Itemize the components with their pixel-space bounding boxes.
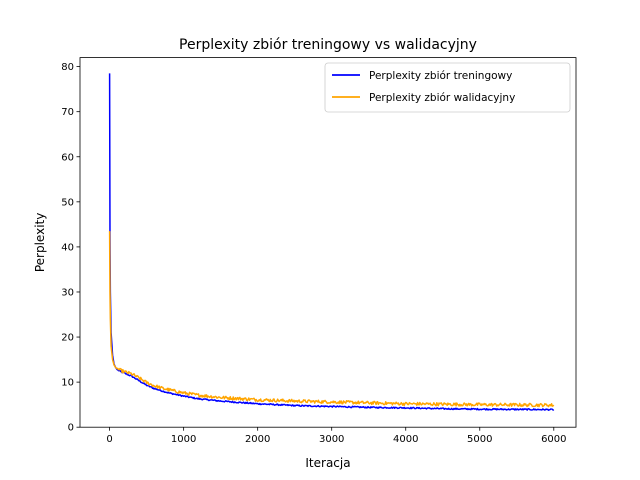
plot-frame — [79, 57, 577, 428]
legend-label-train: Perplexity zbiór treningowy — [369, 70, 512, 82]
legend-box — [324, 62, 571, 113]
x-tick-label: 0 — [106, 434, 112, 445]
x-tick-label: 1000 — [171, 434, 196, 445]
y-tick-label: 10 — [61, 378, 74, 389]
y-tick-label: 40 — [61, 242, 74, 253]
y-tick-label: 60 — [61, 152, 74, 163]
series-layer — [108, 73, 555, 411]
chart-title: Perplexity zbiór treningowy vs walidacyj… — [179, 37, 477, 53]
legend: Perplexity zbiór treningowy Perplexity z… — [324, 62, 571, 113]
x-axis-label: Iteracja — [305, 456, 350, 470]
y-tick-label: 20 — [61, 333, 74, 344]
x-axis: 0 1000 2000 3000 4000 5000 6000 — [106, 427, 567, 445]
y-axis: 0 10 20 30 40 50 60 70 80 — [61, 62, 80, 434]
series-line-validation — [108, 231, 555, 408]
series-line-train — [108, 73, 555, 411]
y-tick-label: 30 — [61, 287, 74, 298]
x-tick-label: 5000 — [467, 434, 492, 445]
legend-label-validation: Perplexity zbiór walidacyjny — [369, 92, 515, 104]
x-tick-label: 4000 — [393, 434, 418, 445]
y-tick-label: 0 — [68, 423, 74, 434]
y-tick-label: 80 — [61, 62, 74, 73]
y-axis-label: Perplexity — [33, 213, 47, 273]
y-tick-label: 70 — [61, 107, 74, 118]
y-tick-label: 50 — [61, 197, 74, 208]
x-tick-label: 2000 — [245, 434, 270, 445]
x-tick-label: 6000 — [541, 434, 566, 445]
x-tick-label: 3000 — [319, 434, 344, 445]
